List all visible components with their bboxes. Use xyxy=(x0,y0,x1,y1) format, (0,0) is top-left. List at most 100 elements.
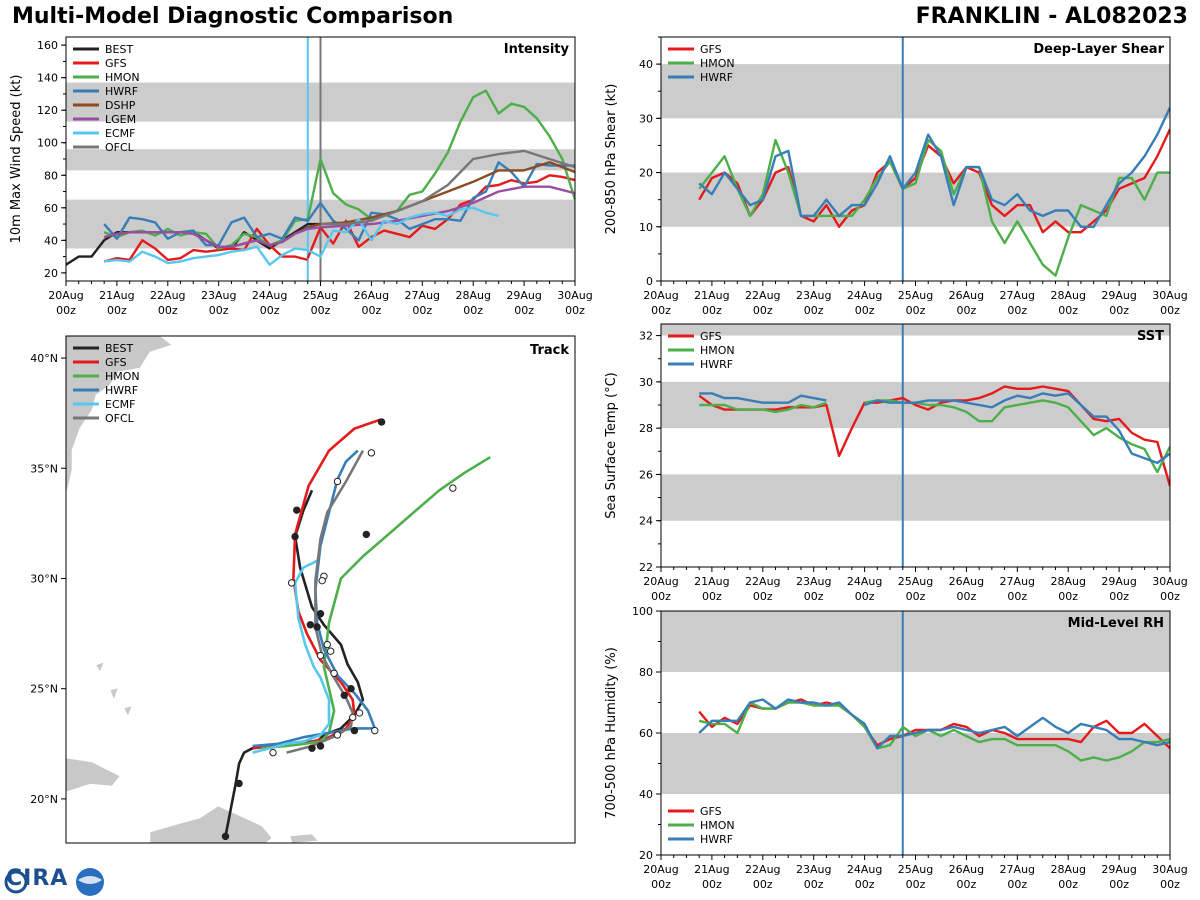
x-tick-label: 21Aug xyxy=(694,289,729,302)
x-tick-label: 20Aug xyxy=(48,289,83,302)
track-marker-best xyxy=(313,623,321,631)
x-tick-label: 25Aug xyxy=(898,289,933,302)
legend-label-best: BEST xyxy=(105,342,133,355)
legend-label-gfs: GFS xyxy=(105,356,127,369)
y-tick-label: 22 xyxy=(639,561,653,574)
track-marker-best xyxy=(221,832,230,841)
x-tick-label: 20Aug xyxy=(643,863,678,876)
x-tick-sublabel: 00z xyxy=(412,304,432,317)
track-marker-best xyxy=(347,684,355,693)
y-tick-label: 100 xyxy=(632,605,653,618)
x-tick-label: 30Aug xyxy=(1152,863,1187,876)
series-line-ecmf xyxy=(104,206,499,266)
land-bahamas xyxy=(95,661,133,717)
x-tick-label: 29Aug xyxy=(1101,863,1136,876)
y-tick-label: 25°N xyxy=(30,683,58,696)
x-tick-label: 25Aug xyxy=(898,863,933,876)
track-marker-best xyxy=(306,621,315,629)
x-tick-sublabel: 00z xyxy=(855,878,875,891)
x-tick-label: 20Aug xyxy=(643,575,678,588)
x-tick-sublabel: 00z xyxy=(260,304,280,317)
x-tick-label: 27Aug xyxy=(1000,575,1035,588)
cira-logo: CIRA xyxy=(6,866,69,891)
track-marker-ecmf xyxy=(323,640,331,649)
legend-label-dshp: DSHP xyxy=(105,99,136,112)
x-tick-label: 26Aug xyxy=(949,575,984,588)
y-tick-label: 80 xyxy=(639,666,653,679)
y-tick-label: 140 xyxy=(37,72,58,85)
x-tick-sublabel: 00z xyxy=(906,304,926,317)
track-marker-gfs xyxy=(377,418,386,426)
y-axis-label: 700-500 hPa Humidity (%) xyxy=(604,647,619,819)
y-tick-label: 40 xyxy=(639,58,653,71)
x-tick-sublabel: 00z xyxy=(651,878,671,891)
panel-title: Track xyxy=(530,343,569,358)
x-tick-label: 29Aug xyxy=(1101,575,1136,588)
legend-label-hwrf: HWRF xyxy=(105,384,138,397)
x-tick-sublabel: 00z xyxy=(702,878,722,891)
track-marker-best xyxy=(308,744,316,752)
x-tick-sublabel: 00z xyxy=(855,590,875,603)
main-title: Multi-Model Diagnostic Comparison xyxy=(12,4,454,29)
series-line-ofcl xyxy=(320,149,575,226)
x-tick-label: 21Aug xyxy=(99,289,134,302)
cira-globe-icon xyxy=(4,868,104,896)
track-marker-hmon xyxy=(362,530,371,539)
x-tick-label: 24Aug xyxy=(847,575,882,588)
x-tick-sublabel: 00z xyxy=(651,590,671,603)
x-tick-sublabel: 00z xyxy=(1160,878,1180,891)
track-line-hmon xyxy=(260,456,491,750)
x-tick-label: 28Aug xyxy=(455,289,490,302)
x-tick-label: 30Aug xyxy=(557,289,592,302)
globe-ring xyxy=(4,870,28,894)
track-marker-best xyxy=(316,742,325,750)
y-tick-label: 160 xyxy=(37,39,58,52)
x-tick-sublabel: 00z xyxy=(463,304,483,317)
legend-label-ecmf: ECMF xyxy=(105,398,135,411)
x-tick-sublabel: 00z xyxy=(311,304,331,317)
legend-label-hwrf: HWRF xyxy=(700,833,733,846)
track-marker-ofcl xyxy=(355,709,364,717)
track-marker-ofcl xyxy=(330,669,338,677)
track-marker-ofcl xyxy=(333,477,342,486)
y-tick-label: 20°N xyxy=(30,793,58,806)
legend-label-ecmf: ECMF xyxy=(105,127,135,140)
x-tick-label: 22Aug xyxy=(745,863,780,876)
track-marker-ofcl xyxy=(269,748,277,757)
x-tick-label: 30Aug xyxy=(1152,289,1187,302)
x-tick-label: 26Aug xyxy=(354,289,389,302)
plot-frame xyxy=(65,335,576,844)
legend-label-lgem: LGEM xyxy=(105,113,136,126)
panel-sst: 22 24 26 28 30 32 20Aug 00z 21Aug 00z 22Aug 00z 23Au… xyxy=(604,323,1188,603)
track-marker-best xyxy=(291,532,299,541)
track-marker-ofcl xyxy=(316,651,325,660)
track-marker-best xyxy=(293,506,301,514)
x-tick-label: 22Aug xyxy=(745,575,780,588)
x-tick-label: 20Aug xyxy=(643,289,678,302)
x-tick-label: 21Aug xyxy=(694,863,729,876)
x-tick-sublabel: 00z xyxy=(362,304,382,317)
series-line-gfs xyxy=(103,227,309,263)
legend-label-hwrf: HWRF xyxy=(700,71,733,84)
x-tick-sublabel: 00z xyxy=(158,304,178,317)
x-tick-label: 28Aug xyxy=(1050,289,1085,302)
x-tick-sublabel: 00z xyxy=(855,304,875,317)
y-tick-label: 20 xyxy=(639,167,653,180)
panel-title: Intensity xyxy=(504,42,570,57)
y-tick-label: 30 xyxy=(639,376,653,389)
y-tick-label: 32 xyxy=(639,330,653,343)
x-tick-sublabel: 00z xyxy=(702,304,722,317)
y-tick-label: 40 xyxy=(639,788,653,801)
x-tick-sublabel: 00z xyxy=(565,304,585,317)
x-tick-label: 28Aug xyxy=(1050,863,1085,876)
x-tick-sublabel: 00z xyxy=(1058,304,1078,317)
legend-label-hmon: HMON xyxy=(700,344,735,357)
track-marker-ecmf xyxy=(287,579,296,587)
series-line-lgem xyxy=(103,185,575,248)
y-tick-label: 30°N xyxy=(30,572,58,585)
x-tick-label: 23Aug xyxy=(796,863,831,876)
x-tick-label: 22Aug xyxy=(150,289,185,302)
band-2 xyxy=(661,324,1170,336)
track-line-ecmf xyxy=(252,559,331,754)
panel-rh: 20 40 60 80 100 20Aug 00z 21Aug 00z 22Aug 00z 23Aug… xyxy=(604,605,1188,891)
